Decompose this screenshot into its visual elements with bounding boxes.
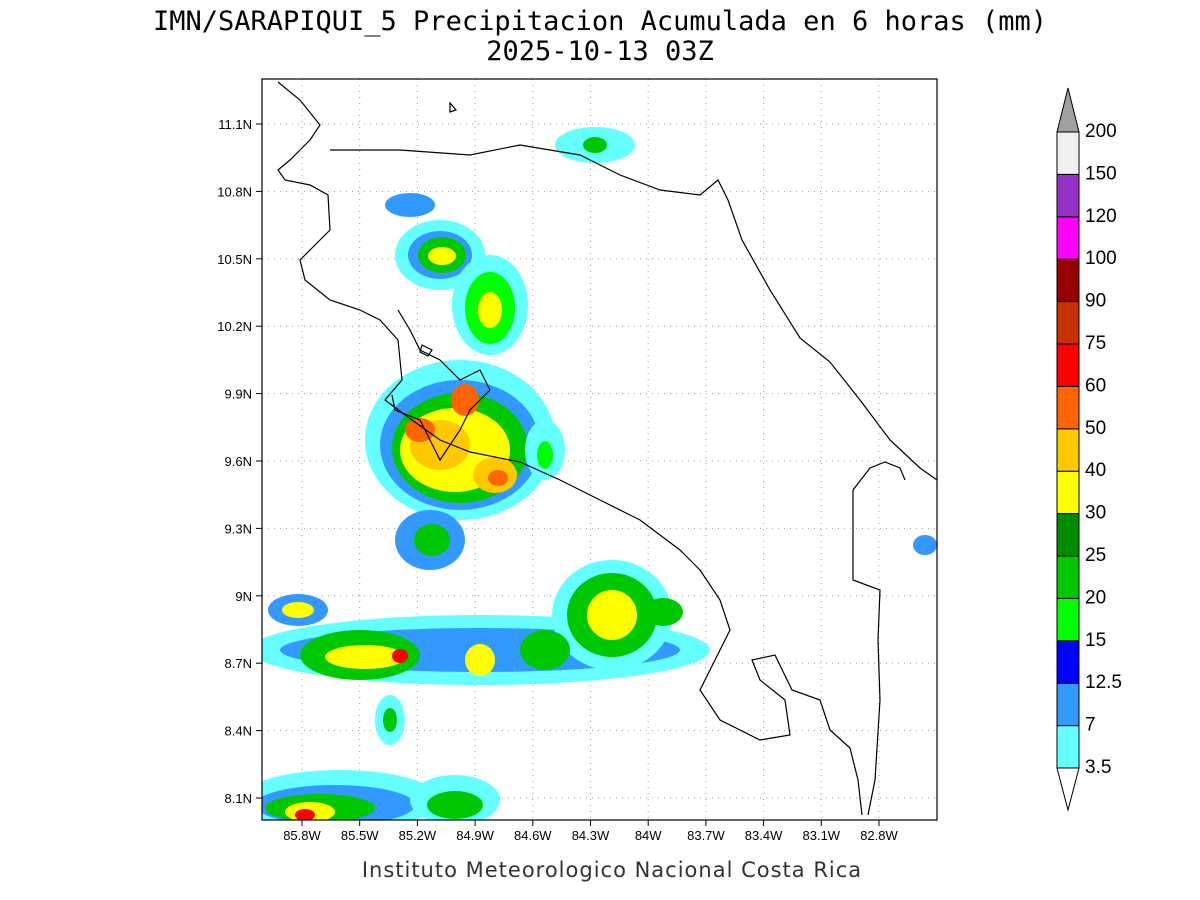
y-tick-label: 10.2N [217,319,252,334]
colorbar-label: 30 [1085,503,1106,524]
coastlines [277,81,937,816]
y-tick-label: 9.3N [225,521,252,536]
colorbar-label: 75 [1085,333,1106,354]
colorbar-box [1056,597,1080,642]
y-tick-label: 11.1N [218,117,252,132]
colorbar-label: 200 [1085,121,1117,142]
colorbar-box [1056,258,1080,303]
rain-band-southwest [262,535,937,820]
y-tick-label: 9.6N [225,454,252,469]
precipitation-field [262,127,937,820]
x-tick-label: 84W [635,828,662,843]
colorbar-label: 20 [1085,587,1106,608]
colorbar-label: 40 [1085,460,1106,481]
y-tick-label: 8.1N [225,791,252,806]
colorbar-label: 25 [1085,545,1106,566]
rain-band-north [385,127,635,355]
colorbar-box [1056,555,1080,599]
x-tick-label: 84.3W [572,828,610,843]
rain-band-south [262,560,710,685]
x-tick-label: 85.8W [283,828,321,843]
x-tick-label: 83.7W [687,828,725,843]
colorbar-label: 120 [1085,206,1117,227]
map-frame [261,78,938,821]
colorbar-box [1056,640,1080,684]
colorbar-box [1056,301,1080,345]
colorbar-label: 60 [1085,375,1106,396]
colorbar-box [1056,428,1080,472]
colorbar-label: 100 [1085,248,1117,269]
colorbar-box [1056,725,1080,769]
y-tick-label: 9N [235,589,252,604]
colorbar-label: 90 [1085,291,1106,312]
x-tick-label: 85.2W [399,828,437,843]
colorbar-label: 150 [1085,163,1117,184]
colorbar-label: 3.5 [1085,757,1111,778]
grid [256,79,937,826]
x-tick-label: 83.4W [745,828,783,843]
y-tick-label: 9.9N [225,387,252,402]
y-tick-label: 8.4N [225,724,252,739]
colorbar-label: 15 [1085,630,1106,651]
footer: Instituto Meteorologico Nacional Costa R… [362,858,862,882]
colorbar-box [1056,131,1080,175]
colorbar-box [1056,682,1080,727]
colorbar-arrow-low [1056,767,1080,812]
y-tick-label: 8.7N [225,656,252,671]
title: IMN/SARAPIQUI_5 Precipitacion Acumulada … [153,6,1047,37]
colorbar-arrow-high [1056,87,1080,133]
x-tick-label: 84.6W [514,828,552,843]
colorbar-box [1056,385,1080,430]
x-tick-label: 84.9W [456,828,494,843]
y-tick-label: 10.5N [217,252,252,267]
colorbar-box [1056,470,1080,515]
colorbar: 3.5 7 12.5 15 20 25 30 40 50 60 75 90 100 120 150 200 [1056,87,1122,812]
colorbar-label: 12.5 [1085,672,1122,693]
x-tick-label: 83.1W [803,828,841,843]
x-tick-label: 82.8W [860,828,898,843]
y-tick-label: 10.8N [217,184,252,199]
x-tick-label: 85.5W [341,828,379,843]
colorbar-box [1056,513,1080,557]
colorbar-box [1056,173,1080,218]
colorbar-box [1056,343,1080,387]
colorbar-box [1056,216,1080,260]
subtitle: 2025-10-13 03Z [486,36,714,67]
colorbar-label: 50 [1085,418,1106,439]
rain-core-central [365,360,565,570]
colorbar-label: 7 [1085,715,1096,736]
